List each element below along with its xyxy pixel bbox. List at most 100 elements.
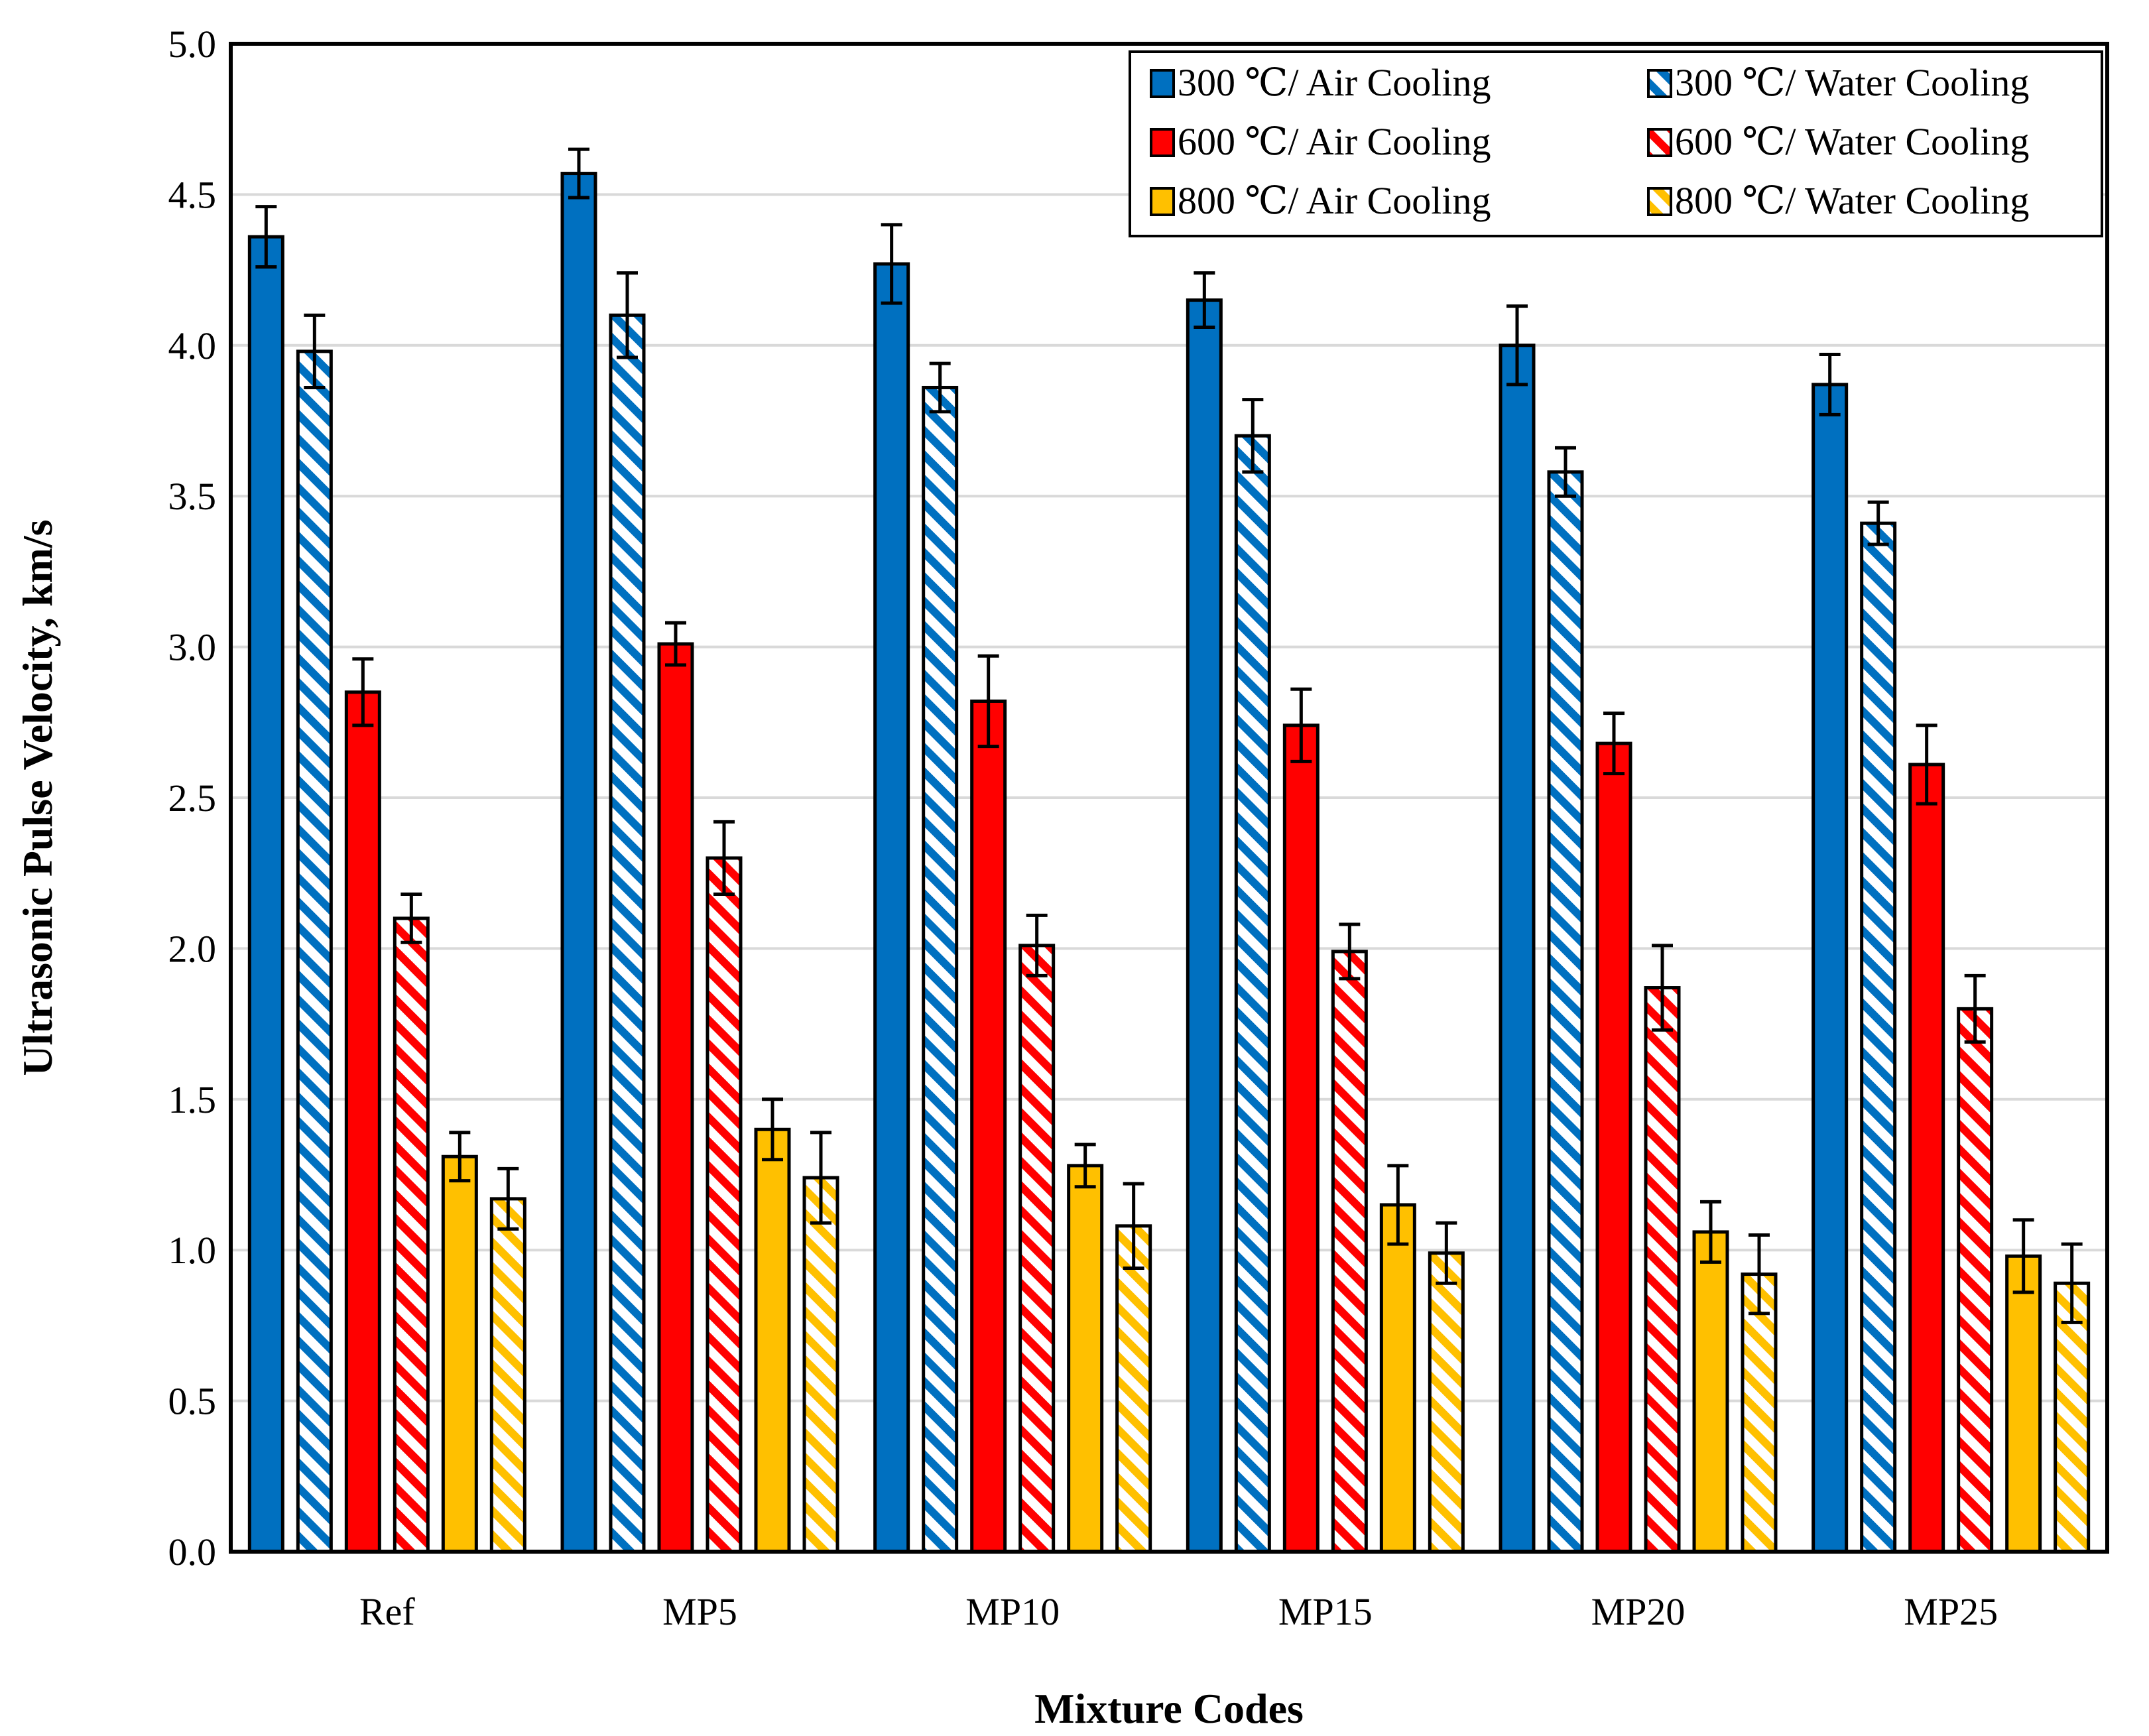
error-bar xyxy=(1123,1182,1144,1270)
legend-swatch xyxy=(1647,69,1672,98)
y-tick-label: 3.0 xyxy=(168,626,217,669)
bar-300-water-cooling-mp5 xyxy=(609,313,646,1554)
x-tick-label-mp5: MP5 xyxy=(662,1590,737,1633)
error-bar xyxy=(1290,687,1312,763)
error-bar xyxy=(1700,1200,1721,1264)
legend-swatch xyxy=(1150,69,1175,98)
error-bar xyxy=(497,1166,519,1231)
y-tick-label: 0.5 xyxy=(168,1380,217,1423)
error-bar xyxy=(929,361,951,414)
legend: 300 ℃/ Air Cooling 300 ℃/ Water Cooling 60… xyxy=(1129,50,2103,237)
bar-800-air-cooling-mp25 xyxy=(2005,1254,2042,1554)
error-bar xyxy=(977,654,999,749)
legend-swatch xyxy=(1150,128,1175,157)
bar-800-water-cooling-ref xyxy=(489,1197,526,1554)
x-tick-labels: Ref MP5 MP10 MP15 MP20 MP25 xyxy=(359,1590,1998,1633)
bar-600-water-cooling-ref xyxy=(393,916,430,1554)
error-bar xyxy=(1194,271,1215,330)
y-tick-label: 1.0 xyxy=(168,1229,217,1272)
bar-300-air-cooling-mp15 xyxy=(1186,298,1223,1554)
bar-800-air-cooling-ref xyxy=(441,1154,478,1554)
bar-600-water-cooling-mp25 xyxy=(1957,1007,1994,1554)
bar-300-water-cooling-mp15 xyxy=(1234,434,1271,1554)
bar-600-air-cooling-mp5 xyxy=(657,642,694,1554)
legend-label: 800 ℃/ Water Cooling xyxy=(1675,179,2029,222)
y-tick-label: 4.5 xyxy=(168,173,217,216)
error-bar xyxy=(2012,1218,2034,1294)
bar-800-air-cooling-mp20 xyxy=(1692,1230,1729,1554)
bar-600-air-cooling-mp15 xyxy=(1282,723,1320,1554)
bar-300-air-cooling-mp10 xyxy=(873,262,910,1554)
legend-label: 800 ℃/ Air Cooling xyxy=(1178,179,1491,222)
x-tick-label-mp25: MP25 xyxy=(1904,1590,1998,1633)
error-bar xyxy=(1506,304,1528,387)
plot-area-border xyxy=(229,42,2109,1554)
y-tick-label: 2.5 xyxy=(168,776,217,820)
bar-600-water-cooling-mp20 xyxy=(1644,986,1681,1554)
bar-300-water-cooling-ref xyxy=(296,349,333,1554)
error-bar xyxy=(617,271,638,359)
error-bar xyxy=(1387,1164,1409,1246)
error-bar xyxy=(713,820,735,897)
y-tick-label: 5.0 xyxy=(168,23,217,66)
error-bar xyxy=(400,893,422,944)
bar-800-air-cooling-mp5 xyxy=(754,1127,791,1554)
y-tick-label: 4.0 xyxy=(168,324,217,367)
bar-600-air-cooling-mp20 xyxy=(1595,741,1632,1554)
legend-item-300-water-cooling: 300 ℃/ Water Cooling xyxy=(1647,61,2029,104)
bar-800-water-cooling-mp20 xyxy=(1741,1272,1778,1554)
error-bar xyxy=(810,1131,831,1225)
bar-300-air-cooling-mp5 xyxy=(560,172,597,1554)
legend-item-300-air-cooling: 300 ℃/ Air Cooling xyxy=(1150,61,1491,104)
error-bar xyxy=(2061,1242,2083,1324)
bar-600-water-cooling-mp5 xyxy=(706,856,743,1554)
bar-300-water-cooling-mp25 xyxy=(1860,521,1897,1554)
error-bar xyxy=(1603,712,1625,776)
bar-300-water-cooling-mp20 xyxy=(1547,470,1584,1554)
bar-300-air-cooling-mp20 xyxy=(1499,343,1536,1554)
bar-800-air-cooling-mp15 xyxy=(1379,1203,1416,1554)
y-tick-label: 0.0 xyxy=(168,1530,217,1574)
error-bar xyxy=(304,313,326,389)
error-bar xyxy=(1964,973,1986,1044)
error-bar xyxy=(568,147,589,200)
bar-300-water-cooling-mp10 xyxy=(922,385,959,1554)
x-tick-label-mp20: MP20 xyxy=(1591,1590,1686,1633)
legend-item-600-water-cooling: 600 ℃/ Water Cooling xyxy=(1647,120,2029,163)
bar-600-air-cooling-mp10 xyxy=(970,699,1007,1554)
error-bar xyxy=(1652,944,1673,1032)
x-tick-label-mp10: MP10 xyxy=(965,1590,1060,1633)
bars xyxy=(247,172,2091,1554)
legend-label: 600 ℃/ Air Cooling xyxy=(1178,120,1491,163)
error-bar xyxy=(881,223,902,305)
legend-label: 300 ℃/ Air Cooling xyxy=(1178,61,1491,104)
bar-600-water-cooling-mp10 xyxy=(1018,944,1056,1554)
error-bar xyxy=(1242,398,1264,474)
error-bar xyxy=(449,1131,471,1183)
error-bar xyxy=(1555,446,1576,498)
legend-swatch xyxy=(1150,187,1175,216)
bar-800-water-cooling-mp15 xyxy=(1428,1251,1465,1554)
bar-800-water-cooling-mp10 xyxy=(1115,1224,1152,1554)
error-bar xyxy=(1819,352,1841,416)
error-bar xyxy=(1867,500,1889,546)
bar-600-water-cooling-mp15 xyxy=(1331,950,1368,1554)
bar-300-air-cooling-ref xyxy=(247,235,284,1554)
bar-300-air-cooling-mp25 xyxy=(1811,383,1849,1554)
error-bar xyxy=(1339,922,1361,981)
legend-item-800-air-cooling: 800 ℃/ Air Cooling xyxy=(1150,179,1491,222)
error-bar xyxy=(1026,913,1048,977)
error-bar xyxy=(1074,1143,1096,1189)
error-bar xyxy=(255,205,277,269)
y-tick-labels: 0.0 0.5 1.0 1.5 2.0 2.5 3.0 3.5 4.0 4.5 5.0 xyxy=(168,23,217,1574)
error-bars xyxy=(255,147,2083,1324)
error-bar xyxy=(352,657,374,727)
x-tick-label-mp15: MP15 xyxy=(1278,1590,1373,1633)
y-axis-title: Ultrasonic Pulse Velocity, km/s xyxy=(14,519,61,1076)
error-bar xyxy=(1916,723,1937,806)
bar-800-air-cooling-mp10 xyxy=(1067,1164,1104,1554)
x-axis-title: Mixture Codes xyxy=(1034,1685,1304,1732)
y-tick-label: 3.5 xyxy=(168,475,217,518)
